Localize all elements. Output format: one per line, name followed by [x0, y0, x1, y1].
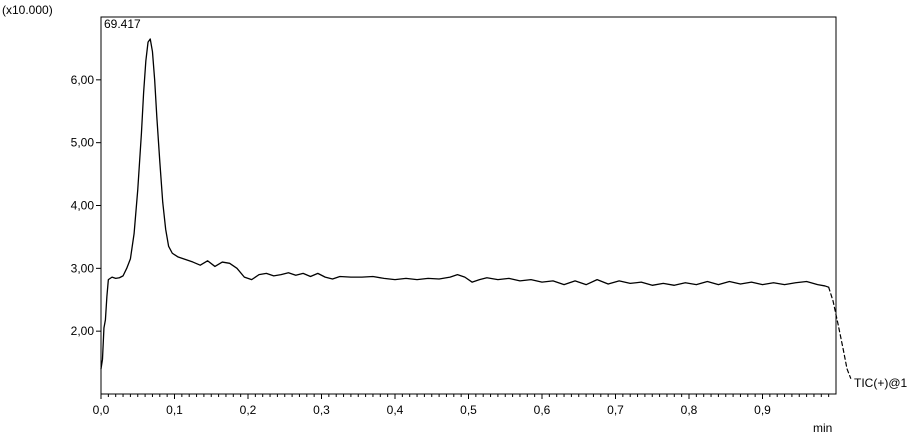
plot-frame-layer: [100, 16, 837, 395]
tic-series-line: [100, 38, 830, 370]
series-layer: [100, 38, 852, 379]
x-tick-label: 0,4: [387, 403, 404, 417]
y-tick-label: 5,00: [71, 136, 95, 150]
x-tick-label: 0,5: [460, 403, 477, 417]
x-axis-unit-label: min: [813, 421, 832, 435]
y-tick-label: 6,00: [71, 73, 95, 87]
x-tick-label: 0,6: [534, 403, 551, 417]
x-tick-label: 0,8: [681, 403, 698, 417]
tick-layer: 0,0 0,1 0,2 0,3 0,4 0,5 0,6 0,7 0,8 0,9 2,00 3,00 4,…: [71, 73, 830, 417]
tic-series-dashed-tail: [828, 286, 852, 379]
y-tick-label: 4,00: [71, 199, 95, 213]
plot-area-frame: [100, 16, 837, 395]
x-tick-label: 0,7: [607, 403, 624, 417]
series-name-label: TIC(+)@1: [854, 376, 908, 390]
x-tick-label: 0,2: [240, 403, 257, 417]
peak-annotation: 69.417: [104, 17, 141, 31]
y-tick-label: 2,00: [71, 324, 95, 338]
x-tick-label: 0,0: [93, 403, 110, 417]
label-layer: (x10.000) 69.417 min TIC(+)@1: [2, 3, 908, 435]
x-tick-label: 0,3: [313, 403, 330, 417]
x-tick-label: 0,1: [166, 403, 183, 417]
x-tick-label: 0,9: [754, 403, 771, 417]
y-multiplier-label: (x10.000): [2, 3, 53, 17]
y-tick-label: 3,00: [71, 261, 95, 275]
